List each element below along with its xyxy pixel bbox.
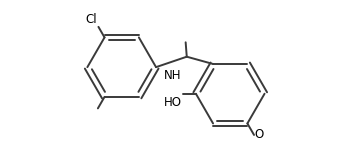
Text: O: O: [255, 128, 264, 142]
Text: Cl: Cl: [85, 13, 97, 26]
Text: NH: NH: [164, 69, 181, 82]
Text: HO: HO: [163, 96, 182, 109]
